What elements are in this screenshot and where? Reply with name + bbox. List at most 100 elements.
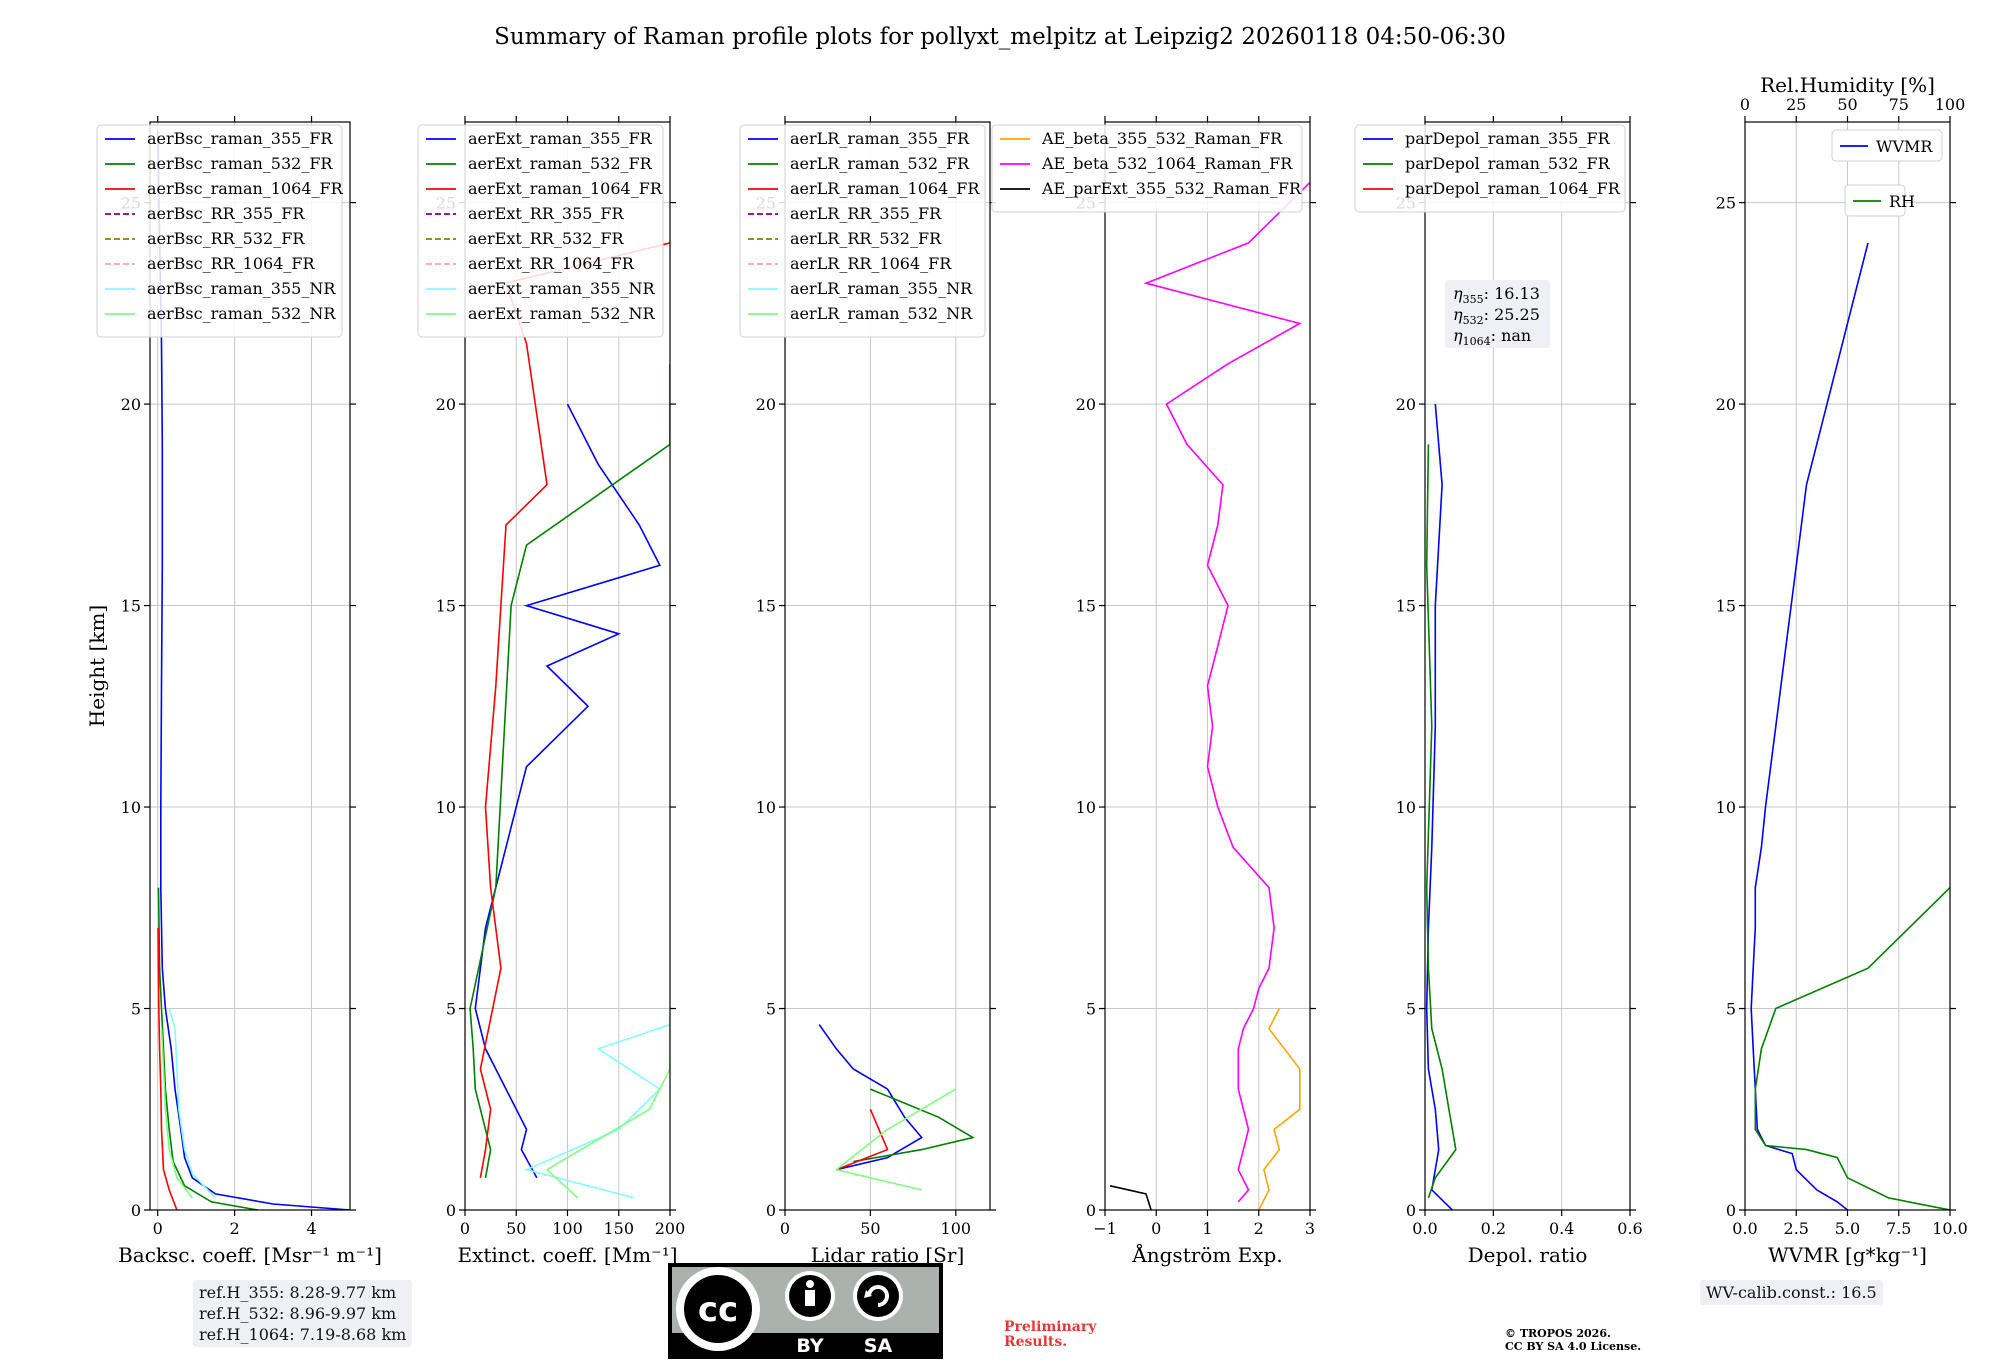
- legend-label: aerLR_RR_1064_FR: [790, 254, 952, 273]
- legend-label: AE_beta_355_532_Raman_FR: [1041, 129, 1283, 148]
- ytick-label: 10: [1396, 798, 1416, 817]
- xtick-label: 0.2: [1481, 1219, 1506, 1238]
- xtick-label: 0.4: [1549, 1219, 1574, 1238]
- series-aerExt_raman_355_NR: [524, 1023, 670, 1199]
- y-axis-label: Height [km]: [85, 605, 109, 727]
- legend-label: aerExt_raman_532_NR: [468, 304, 656, 323]
- legend: aerBsc_raman_355_FR aerBsc_raman_532_FRae…: [96, 124, 344, 338]
- x2-axis-label: Rel.Humidity [%]: [1760, 73, 1935, 97]
- cc-text: cc: [698, 1290, 738, 1330]
- legend-label: aerExt_RR_1064_FR: [468, 254, 635, 273]
- xtick-label: 150: [603, 1219, 634, 1238]
- cc-by-sa-badge: cc BY SA: [668, 1263, 943, 1359]
- ytick-label: 25: [1716, 194, 1736, 213]
- legend-label: WVMR: [1876, 137, 1933, 156]
- chart-wv: 0 5 10 15 20 25 0.0 2.5 5.0 7.5 10.0 WVMR [g*kg⁻¹] 0…: [1716, 73, 1968, 1267]
- legend-label: aerLR_raman_1064_FR: [790, 179, 980, 198]
- xtick-label: 50: [860, 1219, 880, 1238]
- series-aerBsc_raman_532_NR: [160, 1028, 193, 1199]
- series-AE_beta_355_532_Raman_FR: [1258, 1008, 1301, 1210]
- sa-text: SA: [864, 1335, 893, 1357]
- legend-label: aerLR_raman_532_NR: [790, 304, 973, 323]
- legend-box: [991, 124, 1303, 213]
- ytick-label: 5: [131, 1000, 141, 1019]
- ytick-label: 5: [766, 1000, 776, 1019]
- legend-box: [1354, 124, 1626, 213]
- legend-box: [96, 124, 343, 338]
- series-WVMR: [1750, 242, 1869, 1210]
- preliminary-note: Preliminary Results.: [1004, 1320, 1096, 1350]
- eta-355: η355: 16.13: [1453, 284, 1540, 306]
- xtick-label: 5.0: [1835, 1219, 1860, 1238]
- ytick-label: 15: [1716, 597, 1736, 616]
- legend-label: aerExt_raman_355_FR: [468, 129, 653, 148]
- ytick-label: 20: [436, 395, 456, 414]
- xtick-label: 10.0: [1932, 1219, 1968, 1238]
- legend-label: aerBsc_raman_355_FR: [147, 129, 333, 148]
- ytick-label: 5: [1726, 1000, 1736, 1019]
- series-aerExt_raman_1064_FR: [479, 242, 670, 1178]
- reference-height-box: ref.H_355: 8.28-9.77 km ref.H_532: 8.96-…: [193, 1280, 413, 1347]
- copyright-note: © TROPOS 2026. CC BY SA 4.0 License.: [1505, 1327, 1641, 1353]
- legend-label: aerExt_raman_532_FR: [468, 154, 653, 173]
- legend-label: aerLR_raman_532_FR: [790, 154, 970, 173]
- xtick-label: 2: [230, 1219, 240, 1238]
- x-axis-label: Ångström Exp.: [1131, 1242, 1282, 1267]
- xtick-label: −1: [1093, 1219, 1117, 1238]
- legend-label: aerLR_RR_532_FR: [790, 229, 942, 248]
- legend-label: aerBsc_raman_532_FR: [147, 154, 333, 173]
- xtick-label: 100: [552, 1219, 583, 1238]
- series-aerBsc_raman_532_FR: [157, 887, 258, 1210]
- series-parDepol_raman_355_FR: [1425, 404, 1453, 1210]
- legend-label: aerExt_RR_355_FR: [468, 204, 625, 223]
- eta-532: η532: 25.25: [1453, 305, 1540, 327]
- ytick-label: 10: [1716, 798, 1736, 817]
- by-text: BY: [796, 1335, 823, 1357]
- ref-h-532: ref.H_532: 8.96-9.97 km: [199, 1304, 397, 1323]
- ytick-label: 0: [1726, 1201, 1736, 1220]
- legend: AE_beta_355_532_Raman_FR AE_beta_532_1064…: [991, 124, 1303, 213]
- legend: aerLR_raman_355_FR aerLR_raman_532_FR aerL…: [739, 124, 986, 338]
- legend: RH: [1844, 184, 1915, 217]
- legend-label: AE_beta_532_1064_Raman_FR: [1041, 154, 1293, 173]
- legend-label: aerBsc_RR_532_FR: [147, 229, 305, 248]
- x2tick-label: 25: [1786, 95, 1806, 114]
- legend-box: [417, 124, 664, 338]
- x-axis-label: Depol. ratio: [1468, 1243, 1588, 1267]
- xtick-label: 0: [153, 1219, 163, 1238]
- legend-label: aerExt_raman_355_NR: [468, 279, 656, 298]
- ytick-label: 10: [121, 798, 141, 817]
- series-AE_parExt_355_532_Raman_FR: [1109, 1185, 1152, 1210]
- eta-box: [1445, 280, 1550, 348]
- series-aerLR_raman_532_NR: [834, 1088, 957, 1191]
- ytick-label: 10: [756, 798, 776, 817]
- figure-title: Summary of Raman profile plots for polly…: [494, 24, 1506, 50]
- xtick-label: 0.6: [1617, 1219, 1642, 1238]
- series-aerExt_raman_355_FR: [474, 403, 661, 1179]
- series-aerBsc_raman_355_FR: [156, 130, 350, 1210]
- xtick-label: 200: [655, 1219, 686, 1238]
- xtick-label: 2: [1254, 1219, 1264, 1238]
- series-aerLR_raman_1064_FR: [836, 1108, 889, 1171]
- xtick-label: 0: [1151, 1219, 1161, 1238]
- legend-label: aerExt_RR_532_FR: [468, 229, 625, 248]
- ytick-label: 5: [1086, 1000, 1096, 1019]
- legend-label: parDepol_raman_1064_FR: [1405, 179, 1621, 198]
- series-aerBsc_raman_355_NR: [168, 1008, 216, 1199]
- legend-label: RH: [1889, 192, 1915, 211]
- series-AE_beta_532_1064_Raman_FR: [1143, 181, 1310, 1203]
- legend-box: [1831, 129, 1943, 162]
- x2tick-label: 50: [1837, 95, 1857, 114]
- legend-label: aerBsc_RR_1064_FR: [147, 254, 316, 273]
- series-aerExt_raman_532_FR: [469, 363, 670, 1178]
- eta-1064: η1064: nan: [1453, 326, 1531, 348]
- xtick-label: 1: [1202, 1219, 1212, 1238]
- ytick-label: 0: [1086, 1201, 1096, 1220]
- ytick-label: 20: [1716, 395, 1736, 414]
- xtick-label: 7.5: [1886, 1219, 1911, 1238]
- legend-label: aerBsc_raman_1064_FR: [147, 179, 344, 198]
